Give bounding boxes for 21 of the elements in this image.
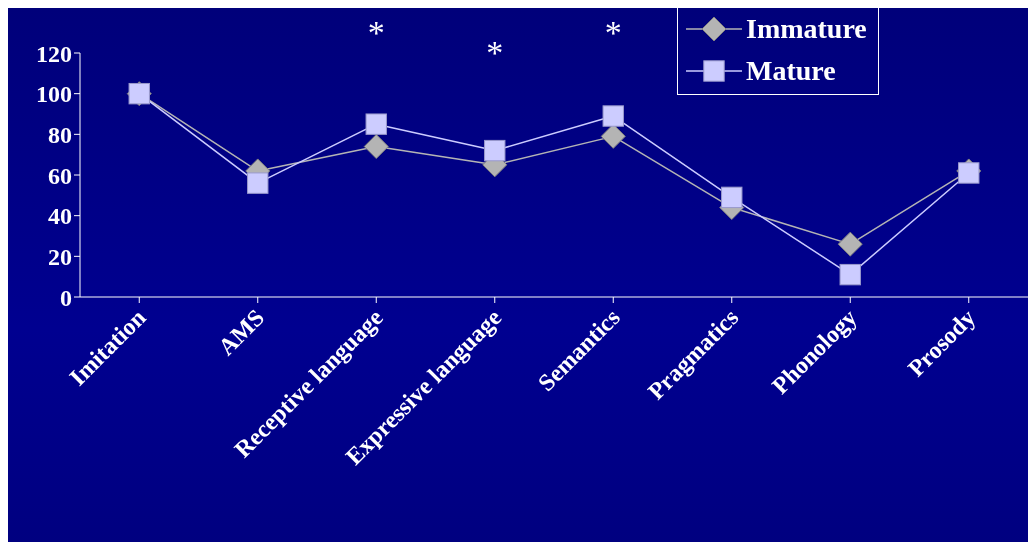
point	[363, 134, 389, 160]
point	[958, 162, 980, 184]
y-tick-label: 100	[36, 81, 72, 108]
text: *	[603, 14, 623, 51]
point	[365, 113, 387, 135]
y-tick-label: 120	[36, 40, 72, 67]
legend-label: Immature	[746, 13, 867, 45]
y-tick-label: 80	[48, 121, 72, 148]
y-tick-label: 40	[48, 203, 72, 230]
point	[247, 172, 269, 194]
point	[837, 231, 863, 257]
text: *	[366, 14, 386, 51]
y-tick-label: 60	[48, 162, 72, 189]
point	[839, 263, 861, 286]
point	[602, 105, 624, 127]
y-tick-label: 20	[48, 243, 72, 270]
annotation: *	[485, 34, 505, 71]
legend-label: Mature	[746, 55, 836, 87]
point	[721, 186, 743, 209]
y-tick-label: 0	[60, 284, 72, 311]
point	[484, 139, 506, 162]
